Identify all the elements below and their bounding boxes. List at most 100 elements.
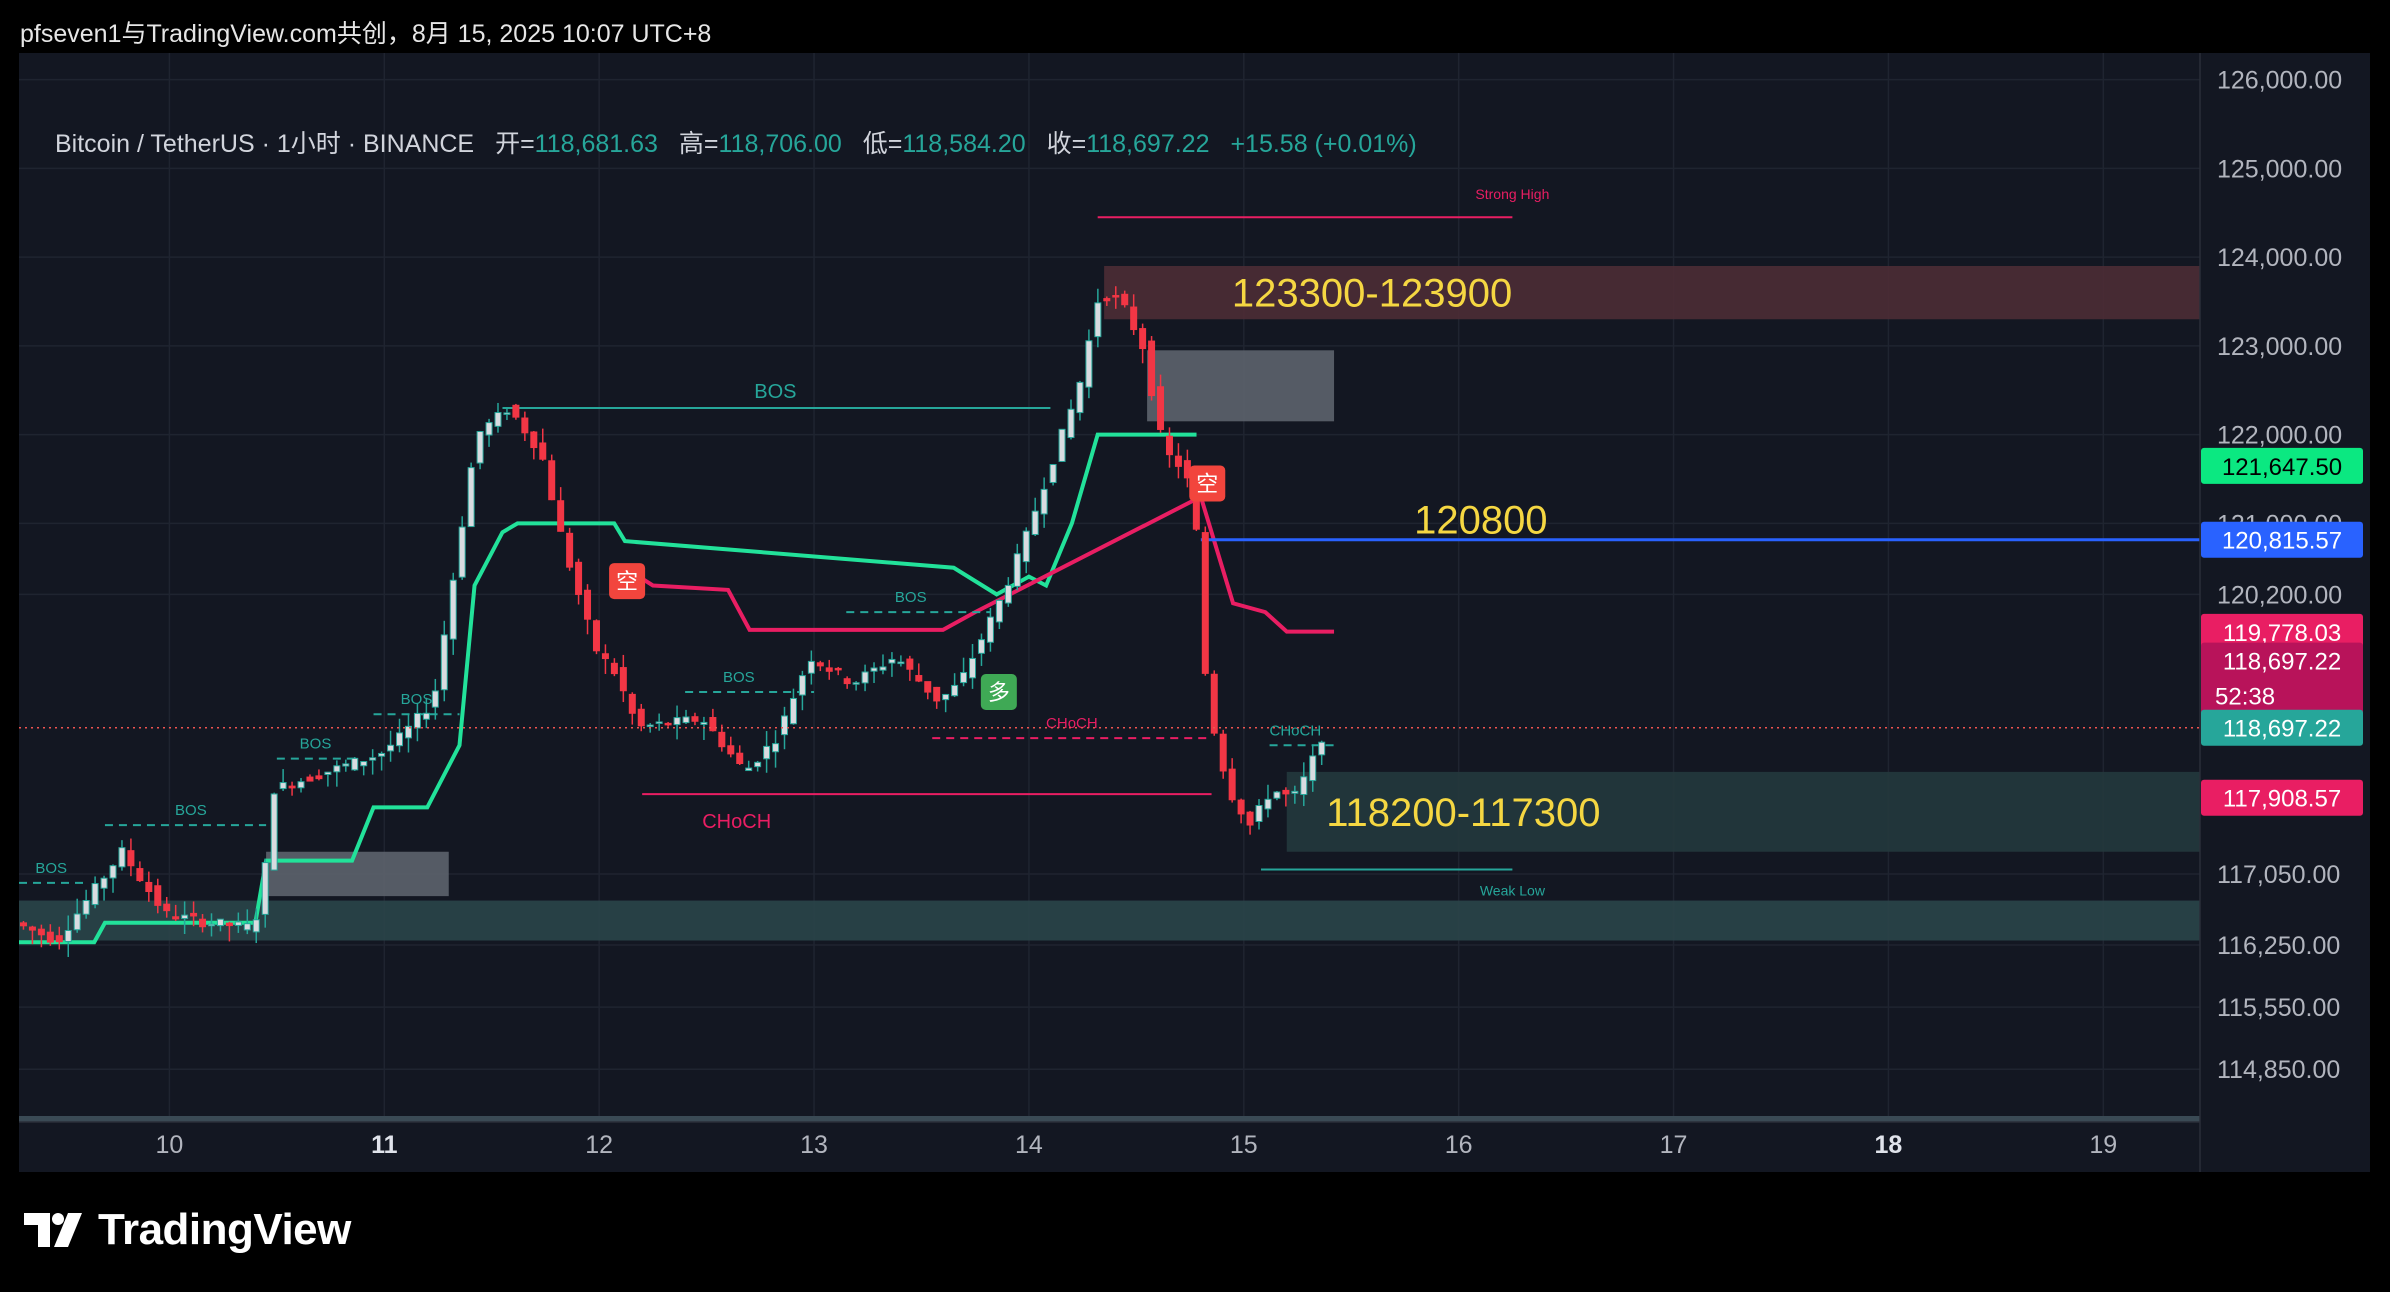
candle-body	[592, 620, 600, 652]
candle-body	[73, 913, 81, 931]
close-value: 118,697.22	[1086, 130, 1210, 158]
candle-body	[422, 712, 430, 720]
candle-body	[145, 881, 153, 893]
candle-body	[216, 918, 224, 927]
candle-body	[100, 877, 108, 889]
candle-body	[199, 918, 207, 928]
candle-body	[1022, 530, 1030, 563]
structure-label: Weak Low	[1480, 883, 1546, 899]
candle-body	[333, 765, 341, 773]
structure-label: BOS	[300, 736, 332, 753]
candle-body	[82, 900, 90, 915]
price-tick-label: 122,000.00	[2217, 422, 2342, 450]
candle-body	[476, 431, 484, 464]
candle-body	[619, 667, 627, 692]
candle-body	[906, 658, 914, 670]
supertrend-bull-line	[19, 432, 1197, 945]
zone-box	[19, 900, 2200, 941]
chart-panel[interactable]: 123300-123900 118200-117300 BOS BOS BOS BOS BO…	[19, 53, 2370, 1172]
candle-body	[825, 667, 833, 672]
tradingview-logo-icon	[24, 1213, 82, 1247]
candle-body	[485, 422, 493, 436]
time-tick-label: 16	[1445, 1131, 1473, 1159]
candle-body	[1282, 789, 1290, 795]
candle-body	[539, 442, 547, 460]
candle-body	[413, 712, 421, 729]
candle-body	[879, 666, 887, 671]
zone-box	[1286, 771, 2200, 852]
candle-body	[646, 724, 654, 728]
candlestick-chart[interactable]: 123300-123900 118200-117300 BOS BOS BOS BOS BO…	[19, 53, 2370, 1172]
candle-body	[1264, 798, 1272, 810]
candle-body	[834, 667, 842, 671]
candle-body	[28, 926, 36, 931]
price-tag	[2201, 613, 2363, 650]
candle-body	[628, 693, 636, 714]
candle-body	[1148, 340, 1156, 397]
candle-body	[584, 589, 592, 620]
signal-label: 空	[616, 569, 638, 594]
candle-body	[601, 653, 609, 660]
price-tick-label: 124,000.00	[2217, 244, 2342, 272]
structure-label: BOS	[754, 381, 796, 403]
price-tick-label: 126,000.00	[2217, 67, 2342, 95]
candle-body	[888, 658, 896, 664]
price-tick-label: 125,000.00	[2217, 155, 2342, 183]
candle-body	[1246, 811, 1254, 826]
chart-credit-header: pfseven1与TradingView.com共创，8月 15, 2025 1…	[20, 20, 712, 48]
candle-body	[190, 912, 198, 917]
candle-body	[682, 716, 690, 724]
candle-body	[1228, 768, 1236, 801]
candle-body	[772, 743, 780, 753]
high-label: 高=	[678, 130, 719, 158]
candle-body	[1165, 435, 1173, 456]
candle-body	[288, 785, 296, 789]
candle-body	[243, 923, 251, 931]
candle-body	[64, 930, 72, 942]
symbol-ohlc-legend: Bitcoin / TetherUS · 1小时 · BINANCE 开=118…	[55, 124, 1417, 160]
candle-body	[1130, 306, 1138, 331]
candle-body	[986, 616, 994, 643]
candle-body	[378, 752, 386, 757]
candle-body	[960, 672, 968, 684]
candle-body	[503, 412, 511, 415]
tradingview-logo[interactable]: TradingView	[24, 1205, 351, 1255]
candle-body	[655, 721, 663, 724]
structure-label: CHoCH	[702, 811, 771, 833]
structure-label: Strong High	[1475, 186, 1549, 202]
high-value: 118,706.00	[718, 130, 842, 158]
candle-body	[1058, 428, 1066, 462]
change-value: +15.58 (+0.01%)	[1230, 130, 1417, 158]
price-tick-label: 123,000.00	[2217, 333, 2342, 361]
candle-body	[1255, 804, 1263, 823]
candle-body	[1040, 488, 1048, 515]
candle-body	[19, 922, 27, 927]
candle-body	[324, 771, 332, 775]
candle-body	[915, 675, 923, 682]
candle-body	[798, 675, 806, 696]
candle-body	[951, 684, 959, 697]
tradingview-brand: TradingView	[98, 1205, 351, 1254]
candle-body	[718, 731, 726, 748]
time-tick-label: 14	[1015, 1131, 1043, 1159]
candle-body	[306, 776, 314, 782]
zone-label: 123300-123900	[1232, 272, 1512, 316]
symbol-name[interactable]: Bitcoin / TetherUS · 1小时 · BINANCE	[55, 130, 475, 158]
candle-body	[396, 732, 404, 747]
candle-body	[861, 671, 869, 684]
candle-body	[1031, 510, 1039, 536]
candle-body	[521, 417, 529, 434]
price-tag-value: 117,908.57	[2223, 786, 2341, 813]
candle-body	[1157, 386, 1165, 430]
candle-body	[154, 885, 162, 906]
candle-body	[315, 775, 323, 780]
candle-body	[1309, 755, 1317, 782]
candle-body	[924, 681, 932, 693]
candle-body	[494, 412, 502, 427]
candle-body	[942, 693, 950, 701]
price-tag	[2201, 521, 2363, 558]
candle-body	[548, 460, 556, 501]
candle-body	[55, 935, 63, 943]
candle-body	[1300, 776, 1308, 796]
open-value: 118,681.63	[534, 130, 658, 158]
